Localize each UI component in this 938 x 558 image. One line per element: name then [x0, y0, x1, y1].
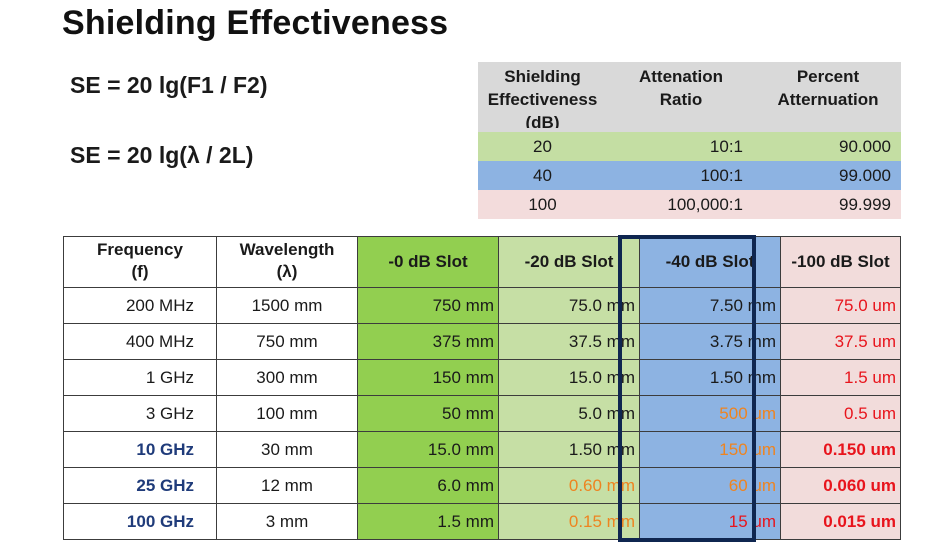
table-row: 25 GHz 12 mm 6.0 mm 0.60 mm 60 um 0.060 … [63, 467, 901, 504]
cell-frequency: 10 GHz [63, 431, 217, 468]
cell-20db: 1.50 mm [498, 431, 640, 468]
table-row: 100 GHz 3 mm 1.5 mm 0.15 mm 15 um 0.015 … [63, 503, 901, 540]
header-line: Percent [796, 67, 860, 86]
formula-frequency: SE = 20 lg(F1 / F2) [70, 72, 268, 98]
table-row: 400 MHz 750 mm 375 mm 37.5 mm 3.75 mm 37… [63, 323, 901, 360]
header-line: (dB) [525, 113, 560, 128]
cell-frequency: 200 MHz [63, 287, 217, 324]
cell-frequency: 25 GHz [63, 467, 217, 504]
cell-db: 20 [478, 132, 607, 161]
cell-40db: 1.50 mm [639, 359, 781, 396]
cell-40db: 500 um [639, 395, 781, 432]
cell-db: 40 [478, 161, 607, 190]
cell-percent: 99.999 [755, 190, 901, 219]
cell-100db: 0.150 um [780, 431, 901, 468]
cell-40db: 7.50 mm [639, 287, 781, 324]
cell-100db: 37.5 um [780, 323, 901, 360]
cell-40db: 150 um [639, 431, 781, 468]
cell-40db: 60 um [639, 467, 781, 504]
header-line: Frequency [97, 240, 183, 259]
reference-row: 20 10:1 90.000 [478, 132, 901, 161]
cell-wavelength: 12 mm [216, 467, 358, 504]
slot-header-row: Frequency (f) Wavelength (λ) -0 dB Slot … [63, 236, 901, 288]
cell-wavelength: 1500 mm [216, 287, 358, 324]
header-line: Attenation [638, 67, 724, 86]
cell-ratio: 100,000:1 [607, 190, 755, 219]
formula-wavelength: SE = 20 lg(λ / 2L) [70, 142, 254, 168]
header-100db-slot: -100 dB Slot [780, 236, 901, 288]
table-row: 10 GHz 30 mm 15.0 mm 1.50 mm 150 um 0.15… [63, 431, 901, 468]
cell-0db: 750 mm [357, 287, 499, 324]
header-percent-attenuation: Percent Atternuation [755, 62, 901, 132]
page-title: Shielding Effectiveness [62, 4, 449, 42]
cell-wavelength: 30 mm [216, 431, 358, 468]
cell-40db: 3.75 mm [639, 323, 781, 360]
header-40db-slot: -40 dB Slot [639, 236, 781, 288]
cell-20db: 0.15 mm [498, 503, 640, 540]
cell-percent: 99.000 [755, 161, 901, 190]
reference-table: Shielding Effectiveness (dB) Attenation … [478, 62, 901, 219]
cell-100db: 0.060 um [780, 467, 901, 504]
cell-wavelength: 300 mm [216, 359, 358, 396]
slot-table: Frequency (f) Wavelength (λ) -0 dB Slot … [63, 236, 901, 540]
header-20db-slot: -20 dB Slot [498, 236, 640, 288]
cell-frequency: 400 MHz [63, 323, 217, 360]
cell-wavelength: 750 mm [216, 323, 358, 360]
header-line: Atternuation [777, 90, 879, 109]
cell-percent: 90.000 [755, 132, 901, 161]
header-wavelength: Wavelength (λ) [216, 236, 358, 288]
header-0db-slot: -0 dB Slot [357, 236, 499, 288]
header-line: Wavelength [239, 240, 335, 259]
header-line: Effectiveness [487, 90, 598, 109]
cell-100db: 75.0 um [780, 287, 901, 324]
cell-20db: 15.0 mm [498, 359, 640, 396]
header-line: (λ) [276, 262, 298, 281]
header-frequency: Frequency (f) [63, 236, 217, 288]
cell-frequency: 100 GHz [63, 503, 217, 540]
table-row: 200 MHz 1500 mm 750 mm 75.0 mm 7.50 mm 7… [63, 287, 901, 324]
cell-20db: 0.60 mm [498, 467, 640, 504]
cell-wavelength: 100 mm [216, 395, 358, 432]
header-attenuation-ratio: Attenation Ratio [607, 62, 755, 132]
table-row: 3 GHz 100 mm 50 mm 5.0 mm 500 um 0.5 um [63, 395, 901, 432]
cell-ratio: 100:1 [607, 161, 755, 190]
table-row: 1 GHz 300 mm 150 mm 15.0 mm 1.50 mm 1.5 … [63, 359, 901, 396]
cell-100db: 1.5 um [780, 359, 901, 396]
cell-20db: 37.5 mm [498, 323, 640, 360]
header-shielding-effectiveness: Shielding Effectiveness (dB) [478, 62, 607, 132]
cell-20db: 5.0 mm [498, 395, 640, 432]
cell-0db: 50 mm [357, 395, 499, 432]
cell-40db: 15 um [639, 503, 781, 540]
cell-0db: 15.0 mm [357, 431, 499, 468]
cell-frequency: 3 GHz [63, 395, 217, 432]
header-line: Shielding [504, 67, 581, 86]
header-line: (f) [131, 262, 149, 281]
reference-row: 100 100,000:1 99.999 [478, 190, 901, 219]
cell-0db: 1.5 mm [357, 503, 499, 540]
cell-wavelength: 3 mm [216, 503, 358, 540]
cell-0db: 150 mm [357, 359, 499, 396]
cell-100db: 0.015 um [780, 503, 901, 540]
cell-20db: 75.0 mm [498, 287, 640, 324]
reference-row: 40 100:1 99.000 [478, 161, 901, 190]
cell-0db: 6.0 mm [357, 467, 499, 504]
cell-ratio: 10:1 [607, 132, 755, 161]
reference-header-row: Shielding Effectiveness (dB) Attenation … [478, 62, 901, 132]
cell-db: 100 [478, 190, 607, 219]
header-line: Ratio [659, 90, 703, 109]
cell-frequency: 1 GHz [63, 359, 217, 396]
cell-0db: 375 mm [357, 323, 499, 360]
cell-100db: 0.5 um [780, 395, 901, 432]
